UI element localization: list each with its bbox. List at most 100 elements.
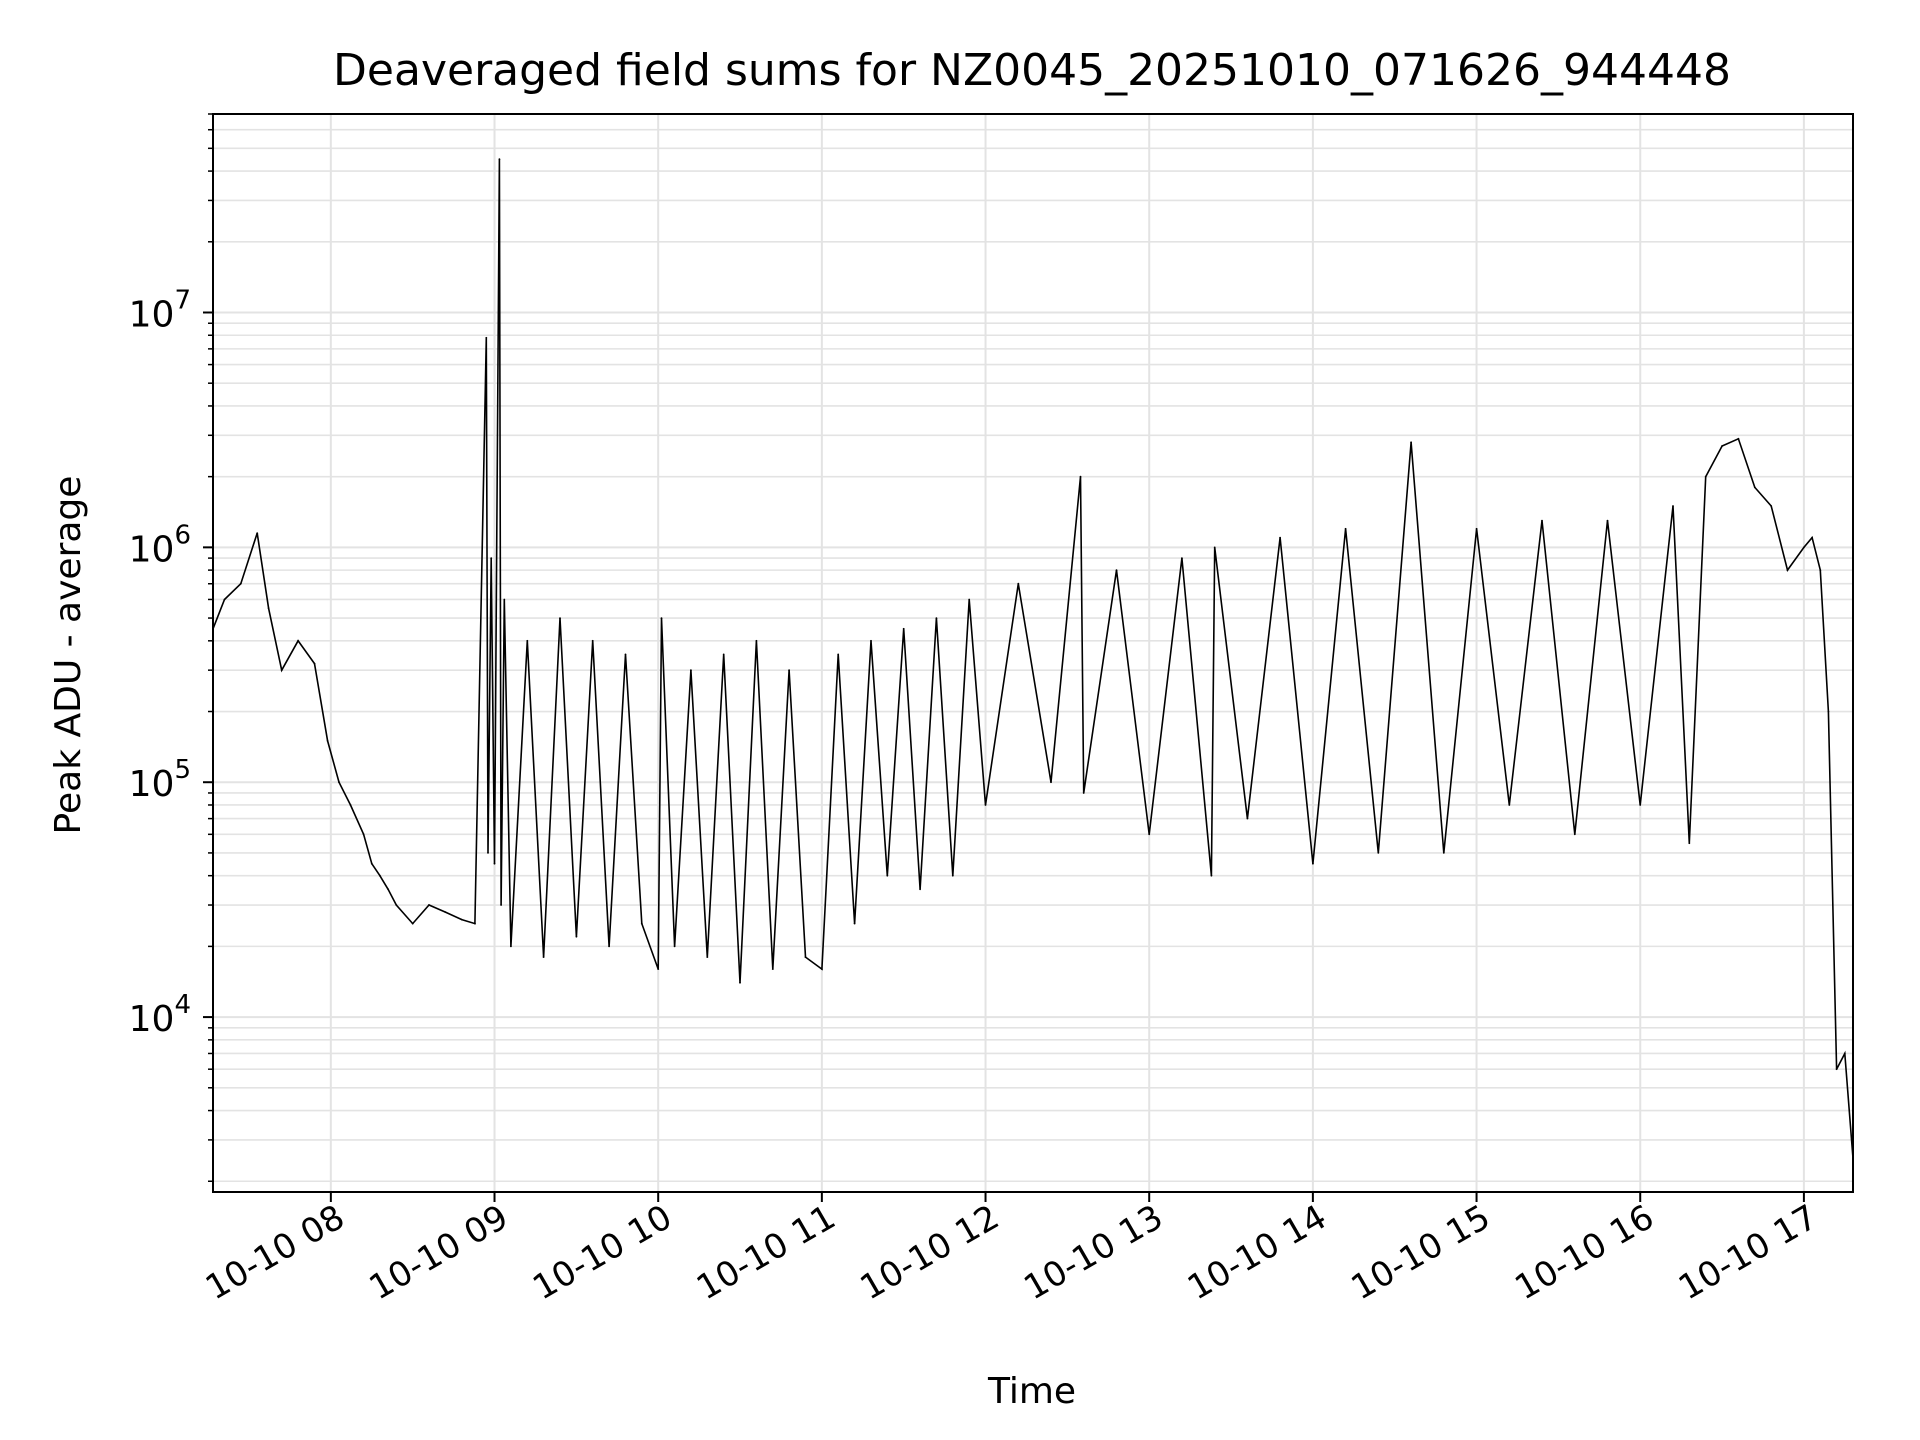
- data-point: [370, 862, 373, 865]
- data-point: [280, 669, 283, 672]
- chart-title: Deaveraged field sums for NZ0045_2025101…: [333, 45, 1731, 96]
- data-point: [297, 639, 299, 642]
- data-point: [1410, 441, 1412, 444]
- data-point: [1312, 862, 1314, 865]
- data-point: [755, 639, 758, 642]
- data-point: [267, 607, 270, 610]
- data-point: [1377, 852, 1380, 854]
- data-point: [1050, 781, 1052, 784]
- data-point: [526, 639, 529, 642]
- data-point: [984, 804, 987, 806]
- data-point: [591, 639, 594, 642]
- data-point: [870, 639, 872, 642]
- data-point: [1541, 519, 1543, 522]
- data-point: [500, 904, 502, 906]
- y-tick-label: 107: [129, 285, 191, 335]
- data-point: [498, 158, 501, 161]
- data-point: [338, 781, 340, 784]
- data-point: [1737, 437, 1740, 440]
- data-point: [411, 922, 414, 925]
- data-point: [1082, 792, 1085, 794]
- data-point: [575, 935, 578, 938]
- data-point: [1786, 569, 1789, 571]
- data-point: [1442, 852, 1445, 854]
- data-point: [804, 956, 807, 958]
- data-point: [1704, 475, 1707, 478]
- data-point: [313, 662, 316, 665]
- data-point: [474, 922, 476, 925]
- data-point: [1181, 557, 1183, 559]
- plot-area-frame: [212, 113, 1854, 1193]
- data-point: [1213, 546, 1216, 549]
- data-point: [640, 922, 643, 925]
- data-point: [1672, 505, 1674, 507]
- data-point: [1827, 710, 1830, 713]
- data-point: [1721, 445, 1723, 447]
- y-tick-label: 104: [129, 990, 191, 1040]
- data-point: [1210, 874, 1213, 877]
- data-point: [673, 945, 676, 948]
- data-point: [1811, 536, 1813, 539]
- y-tick-label: 106: [129, 520, 191, 570]
- data-point: [485, 336, 488, 339]
- data-point: [387, 888, 389, 891]
- data-point: [853, 922, 856, 925]
- data-point: [460, 918, 463, 921]
- data-point: [935, 617, 938, 619]
- data-point: [1573, 833, 1576, 836]
- data-point: [1843, 1052, 1846, 1055]
- data-point: [559, 617, 561, 619]
- data-point: [837, 653, 840, 656]
- data-point: [1835, 1068, 1838, 1071]
- data-point: [1819, 569, 1822, 571]
- data-point: [919, 888, 921, 891]
- data-point: [493, 862, 496, 865]
- data-point: [428, 904, 430, 906]
- x-axis-label: Time: [987, 1371, 1076, 1412]
- data-point: [1279, 536, 1281, 539]
- data-point: [349, 804, 352, 806]
- data-point: [1246, 817, 1249, 820]
- data-point: [968, 598, 971, 601]
- data-point: [886, 874, 889, 877]
- data-point: [608, 945, 610, 948]
- data-point: [771, 968, 774, 970]
- data-point: [239, 582, 242, 585]
- data-point: [739, 981, 741, 984]
- data-point: [256, 532, 259, 534]
- data-point: [1475, 527, 1478, 530]
- data-point: [1017, 582, 1020, 585]
- data-point: [1803, 546, 1805, 549]
- data-point: [706, 956, 709, 958]
- data-point: [1344, 527, 1347, 530]
- data-point: [542, 956, 545, 958]
- data-point: [1115, 569, 1118, 571]
- data-point: [1148, 833, 1151, 836]
- data-point: [660, 617, 663, 619]
- data-point: [690, 669, 692, 672]
- data-point: [379, 874, 381, 877]
- data-point: [722, 653, 725, 656]
- data-point: [362, 833, 365, 836]
- data-point: [1079, 475, 1082, 478]
- data-point: [1508, 804, 1511, 806]
- data-point: [1770, 505, 1773, 507]
- series-line: [212, 159, 1854, 1159]
- data-point: [487, 852, 489, 854]
- data-point: [657, 968, 660, 970]
- y-axis-label: Peak ADU - average: [48, 476, 89, 835]
- data-point: [503, 598, 506, 601]
- data-point: [788, 669, 790, 672]
- data-point: [223, 598, 226, 601]
- data-point: [902, 627, 905, 630]
- data-point: [624, 653, 627, 656]
- data-point: [444, 911, 447, 913]
- data-point: [490, 557, 493, 559]
- data-point: [1606, 519, 1609, 522]
- data-point: [951, 874, 954, 877]
- y-tick-label: 105: [129, 755, 191, 805]
- data-point: [1753, 486, 1756, 489]
- data-point: [821, 968, 823, 970]
